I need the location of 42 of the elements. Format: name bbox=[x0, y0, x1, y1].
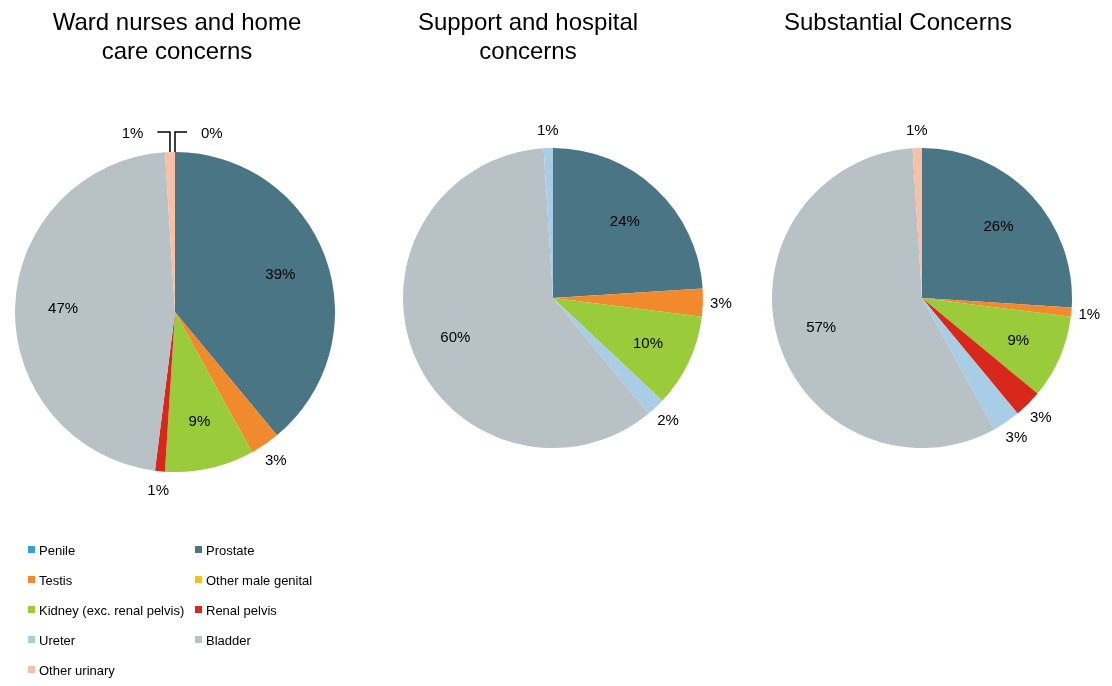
data-label: 2% bbox=[657, 411, 679, 429]
data-label: 10% bbox=[632, 333, 664, 351]
pie-slice bbox=[553, 298, 702, 401]
data-label: 9% bbox=[188, 412, 211, 430]
pie-slice bbox=[175, 312, 277, 453]
pie-slice bbox=[553, 298, 663, 414]
data-label: 3% bbox=[710, 294, 732, 312]
pie-slice bbox=[922, 148, 1072, 308]
chart-title: Ward nurses and home care concerns bbox=[52, 8, 302, 64]
data-label: 39% bbox=[265, 265, 296, 283]
chart-title: Support and hospital concerns bbox=[417, 8, 639, 64]
data-label: 26% bbox=[983, 217, 1014, 235]
legend-label: Testis bbox=[39, 573, 73, 588]
data-label: 1% bbox=[121, 124, 144, 141]
pie-slice bbox=[922, 298, 1071, 394]
pie-slice bbox=[922, 298, 1038, 414]
data-label: 60% bbox=[440, 327, 471, 345]
data-label: 3% bbox=[264, 451, 287, 469]
legend-label: Other male genital bbox=[206, 573, 313, 588]
data-label: 47% bbox=[48, 299, 79, 317]
legend-label: Kidney (exc. renal pelvis) bbox=[39, 603, 185, 618]
data-label: 9% bbox=[1007, 330, 1030, 348]
data-label: 1% bbox=[1078, 304, 1101, 322]
pie-slice bbox=[175, 152, 335, 436]
legend-label: Bladder bbox=[206, 633, 252, 648]
legend-label: Renal pelvis bbox=[206, 603, 278, 618]
data-label: 3% bbox=[1005, 427, 1028, 445]
chart-title: Substantial Concerns bbox=[783, 8, 1013, 35]
data-label: 57% bbox=[806, 318, 837, 336]
pie-slice bbox=[553, 148, 703, 298]
text: 0% bbox=[201, 124, 223, 141]
legend-label: Penile bbox=[39, 543, 76, 558]
pie-slice bbox=[164, 312, 253, 472]
legend-label: Prostate bbox=[206, 543, 255, 558]
pie-slice bbox=[15, 152, 175, 471]
data-label: 1% bbox=[147, 481, 169, 499]
legend-label: Other urinary bbox=[39, 663, 116, 678]
data-label: 3% bbox=[1029, 407, 1052, 425]
data-label: 1% bbox=[536, 121, 559, 139]
legend-label: Ureter bbox=[39, 633, 76, 648]
data-label: 1% bbox=[905, 121, 928, 139]
data-label: 24% bbox=[609, 212, 640, 230]
